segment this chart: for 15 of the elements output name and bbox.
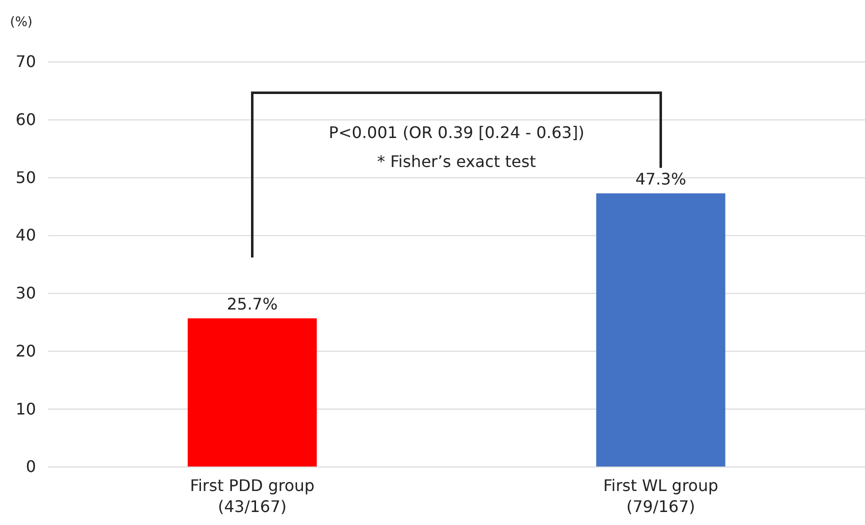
y-axis-title: (%) (10, 15, 32, 30)
y-tick-label: 40 (16, 226, 36, 245)
data-label: 47.3% (635, 169, 686, 188)
y-tick-label: 70 (16, 52, 36, 72)
x-tick-label: First PDD group (43/167) (190, 476, 315, 516)
y-tick-label: 20 (16, 341, 36, 360)
x-tick-label: First WL group (79/167) (603, 476, 718, 516)
data-label: 25.7% (226, 294, 278, 314)
y-tick-label: 50 (16, 168, 36, 187)
y-tick-label: 10 (16, 399, 36, 418)
y-tick-label: 60 (16, 110, 36, 129)
annotation: P<0.001 (OR 0.39 [0.24 - 0.63]) (328, 122, 584, 142)
y-tick-label: 0 (26, 457, 36, 476)
y-tick-label: 30 (16, 284, 36, 303)
annotation: * Fisher’s exact test (377, 152, 536, 171)
